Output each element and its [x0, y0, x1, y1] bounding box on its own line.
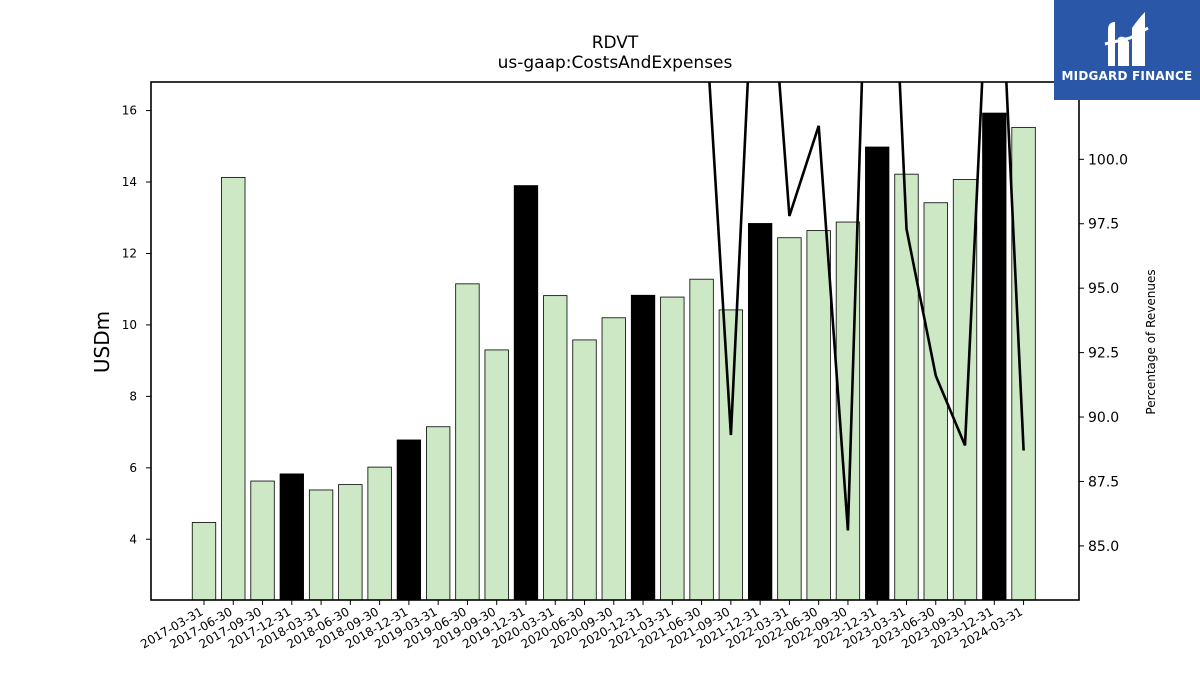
bar-2021-06-30: [689, 278, 714, 600]
bar-2023-09-30: [952, 179, 978, 600]
y-tick-label: 4: [129, 532, 137, 546]
bar-2023-12-31: [982, 112, 1007, 600]
bar-2017-12-31: [279, 473, 304, 600]
bar-2017-03-31: [191, 522, 217, 600]
y2-tick-label: 100.0: [1088, 152, 1128, 168]
bar-2018-09-30: [367, 466, 392, 600]
y-tick-label: 6: [129, 461, 137, 475]
bar-2019-09-30: [484, 349, 509, 600]
bar-2020-12-31: [630, 294, 656, 600]
bar-2018-06-30: [338, 484, 363, 600]
y-tick-label: 8: [129, 389, 137, 403]
bar-2023-03-31: [894, 173, 919, 600]
bar-2018-03-31: [308, 489, 334, 600]
y-axis-label: USDm: [90, 311, 114, 373]
y2-tick-label: 85.0: [1088, 539, 1119, 555]
bar-2024-03-31: [1011, 126, 1036, 600]
chart-subtitle: us-gaap:CostsAndExpenses: [498, 53, 733, 73]
y-tick-label: 14: [122, 175, 137, 189]
bar-2022-12-31: [865, 146, 890, 600]
bar-2019-06-30: [455, 283, 480, 600]
bar-2022-03-31: [777, 237, 802, 600]
y-tick-label: 16: [122, 104, 137, 118]
percentage-line: [708, 82, 1025, 531]
bar-2019-12-31: [513, 185, 539, 600]
bar-2022-06-30: [806, 230, 831, 600]
y2-axis-label: Percentage of Revenues: [1144, 269, 1158, 414]
plot-frame: [150, 81, 1080, 601]
y-tick-label: 10: [122, 318, 137, 332]
brand-name: MIDGARD FINANCE: [1061, 69, 1193, 83]
y2-tick-label: 92.5: [1088, 346, 1119, 362]
y2-tick-label: 87.5: [1088, 474, 1119, 490]
bar-2021-12-31: [747, 223, 773, 600]
chart-title: RDVT: [592, 33, 639, 53]
bar-2023-06-30: [923, 202, 948, 600]
bar-2021-09-30: [718, 309, 744, 600]
y2-tick-label: 95.0: [1088, 281, 1119, 297]
y-tick-label: 12: [122, 246, 137, 260]
y2-tick-label: 90.0: [1088, 410, 1119, 426]
bar-2020-03-31: [543, 295, 568, 600]
bar-2020-06-30: [572, 339, 597, 600]
bar-2017-06-30: [221, 176, 246, 600]
bar-2018-12-31: [396, 439, 422, 600]
bar-2017-09-30: [250, 480, 275, 600]
bar-series: [191, 112, 1036, 600]
bar-2021-03-31: [660, 296, 685, 600]
brand-logo: MIDGARD FINANCE: [1054, 0, 1200, 100]
percentage-line-series: [708, 82, 1025, 531]
bar-2020-09-30: [601, 317, 626, 600]
bar-2019-03-31: [426, 426, 451, 600]
y2-tick-label: 97.5: [1088, 217, 1119, 233]
midgard-logo-icon: [1104, 12, 1149, 66]
